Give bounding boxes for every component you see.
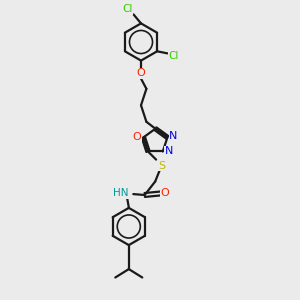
- Text: O: O: [132, 132, 141, 142]
- Text: S: S: [158, 160, 166, 171]
- Text: O: O: [136, 68, 146, 78]
- Text: O: O: [160, 188, 169, 199]
- Text: HN: HN: [113, 188, 129, 199]
- Text: Cl: Cl: [122, 4, 133, 14]
- Text: N: N: [165, 146, 173, 157]
- Text: Cl: Cl: [168, 51, 179, 61]
- Text: N: N: [169, 131, 178, 141]
